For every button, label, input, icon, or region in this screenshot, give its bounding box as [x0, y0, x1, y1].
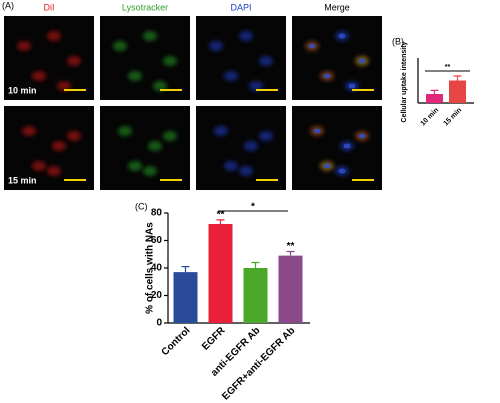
cell [143, 31, 157, 41]
panel-label: (B) [392, 36, 404, 46]
nucleus [338, 168, 346, 174]
error-bar [430, 89, 439, 94]
nucleus [313, 128, 321, 134]
column-header: DAPI [230, 2, 251, 12]
y-tick-label: 60 [151, 235, 163, 246]
cell [249, 81, 263, 91]
error-bar [181, 266, 190, 273]
significance: ** [445, 64, 451, 71]
nucleus [358, 58, 366, 64]
nucleus [308, 43, 316, 49]
cell [259, 131, 273, 141]
cell [22, 126, 36, 136]
cell [148, 141, 162, 151]
cell [143, 166, 157, 176]
significance: ** [287, 241, 295, 252]
cell [47, 166, 61, 176]
significance: * [251, 202, 255, 213]
cell [224, 161, 238, 171]
x-tick-label: 10 min [420, 107, 441, 128]
cell [259, 56, 273, 66]
cell [113, 41, 127, 51]
cell [128, 161, 142, 171]
y-axis-label: % of cells with NAs [145, 222, 156, 314]
bar [278, 255, 303, 323]
nucleus [323, 163, 331, 169]
micrograph [100, 16, 190, 100]
x-tick-label: EGFR [200, 325, 228, 353]
micrographs [4, 16, 382, 190]
cell [239, 166, 253, 176]
cell [118, 126, 132, 136]
nucleus [323, 73, 331, 79]
column-header: Lysotracker [122, 2, 168, 12]
y-tick-label: 40 [151, 263, 163, 274]
y-tick-label: 0 [156, 318, 162, 329]
error-bar [251, 261, 260, 268]
micrograph [100, 106, 190, 190]
column-header: DiI [44, 2, 55, 12]
cell [32, 161, 46, 171]
cell [239, 31, 253, 41]
bar [243, 268, 268, 323]
nucleus [348, 83, 356, 89]
cell [47, 31, 61, 41]
panel-label: (A) [2, 0, 14, 10]
bar [426, 94, 443, 103]
cell [32, 71, 46, 81]
nucleus [358, 133, 366, 139]
bar [208, 224, 233, 323]
column-header: Merge [324, 2, 350, 12]
panel-label: (C) [135, 201, 148, 211]
micrograph [4, 106, 94, 190]
cell [163, 56, 177, 66]
micrograph [292, 16, 382, 100]
cell [244, 141, 258, 151]
cell [17, 41, 31, 51]
bar [173, 272, 198, 323]
cell [163, 131, 177, 141]
cell [57, 81, 71, 91]
cell [224, 71, 238, 81]
error-bar [286, 250, 295, 256]
micrograph [196, 16, 286, 100]
y-tick-label: 80 [151, 208, 163, 219]
y-tick-label: 20 [151, 290, 163, 301]
cell [153, 81, 167, 91]
error-bar [216, 219, 225, 224]
error-bar [453, 75, 462, 81]
bar [449, 80, 466, 103]
x-tick-label: Control [160, 325, 193, 358]
micrograph [196, 106, 286, 190]
row-label: 10 min [8, 85, 37, 95]
x-tick-label: EGFR+anti-EGFR Ab [220, 325, 297, 402]
row-label: 15 min [8, 175, 37, 185]
y-axis-label: Cellular uptake intensity [401, 41, 408, 122]
x-tick-label: 15 min [443, 107, 464, 128]
cell [67, 56, 81, 66]
nucleus [338, 33, 346, 39]
significance: ** [217, 210, 225, 221]
cell [209, 41, 223, 51]
cell [67, 131, 81, 141]
cell [52, 141, 66, 151]
nucleus [343, 143, 351, 149]
cell [128, 71, 142, 81]
micrograph [292, 106, 382, 190]
cell [214, 126, 228, 136]
